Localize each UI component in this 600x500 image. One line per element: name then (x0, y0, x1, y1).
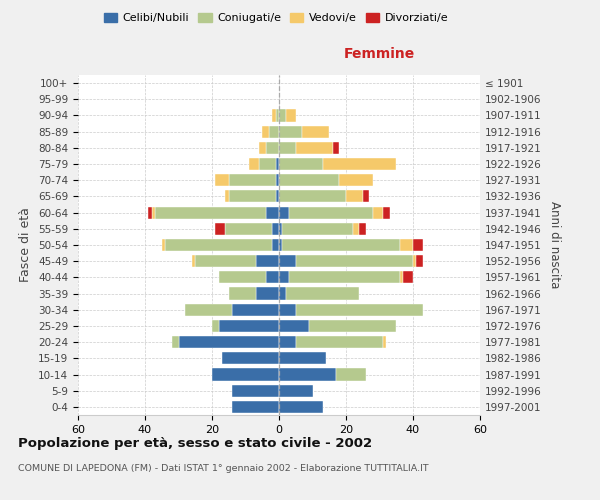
Bar (269, 126, 279, 138)
Bar (222, 352, 279, 364)
Bar (272, 239, 279, 251)
Bar (262, 126, 269, 138)
Bar (272, 110, 275, 122)
Bar (218, 320, 279, 332)
Bar (259, 158, 275, 170)
Bar (279, 336, 296, 348)
Bar (226, 222, 272, 235)
Bar (229, 288, 256, 300)
Bar (340, 174, 373, 186)
Bar (400, 239, 413, 251)
Bar (215, 222, 226, 235)
Bar (279, 401, 323, 413)
Bar (148, 206, 152, 218)
Bar (215, 174, 229, 186)
Bar (359, 222, 366, 235)
Bar (383, 336, 386, 348)
Bar (286, 288, 359, 300)
Bar (289, 206, 373, 218)
Bar (279, 142, 296, 154)
Bar (279, 126, 302, 138)
Bar (266, 142, 279, 154)
Bar (279, 158, 323, 170)
Bar (289, 272, 400, 283)
Bar (279, 239, 283, 251)
Bar (162, 239, 165, 251)
Bar (275, 158, 279, 170)
Bar (249, 158, 259, 170)
Bar (296, 142, 332, 154)
Bar (275, 190, 279, 202)
Bar (172, 336, 179, 348)
Bar (179, 336, 279, 348)
Bar (323, 158, 396, 170)
Bar (413, 255, 416, 268)
Bar (155, 206, 266, 218)
Bar (266, 272, 279, 283)
Bar (256, 288, 279, 300)
Bar (400, 272, 403, 283)
Bar (279, 384, 313, 397)
Bar (259, 142, 266, 154)
Bar (232, 401, 279, 413)
Bar (152, 206, 155, 218)
Bar (229, 174, 275, 186)
Bar (279, 222, 283, 235)
Bar (296, 304, 423, 316)
Text: Popolazione per età, sesso e stato civile - 2002: Popolazione per età, sesso e stato civil… (18, 438, 372, 450)
Bar (212, 320, 218, 332)
Bar (332, 142, 340, 154)
Bar (336, 368, 366, 380)
Bar (279, 304, 296, 316)
Bar (383, 206, 389, 218)
Bar (279, 110, 286, 122)
Bar (279, 255, 296, 268)
Bar (373, 206, 383, 218)
Bar (195, 255, 256, 268)
Bar (232, 384, 279, 397)
Bar (165, 239, 272, 251)
Bar (275, 110, 279, 122)
Bar (212, 368, 279, 380)
Legend: Celibi/Nubili, Coniugati/e, Vedovi/e, Divorziati/e: Celibi/Nubili, Coniugati/e, Vedovi/e, Di… (100, 8, 452, 28)
Bar (272, 222, 279, 235)
Bar (219, 272, 266, 283)
Bar (229, 190, 275, 202)
Bar (296, 336, 383, 348)
Bar (296, 255, 413, 268)
Bar (279, 368, 336, 380)
Bar (279, 288, 286, 300)
Bar (302, 126, 329, 138)
Bar (286, 110, 296, 122)
Bar (279, 272, 289, 283)
Bar (279, 190, 346, 202)
Bar (279, 206, 289, 218)
Bar (353, 222, 359, 235)
Bar (226, 190, 229, 202)
Bar (309, 320, 396, 332)
Bar (279, 352, 326, 364)
Bar (283, 239, 400, 251)
Bar (279, 320, 309, 332)
Y-axis label: Fasce di età: Fasce di età (19, 208, 32, 282)
Bar (185, 304, 232, 316)
Bar (363, 190, 370, 202)
Y-axis label: Anni di nascita: Anni di nascita (548, 202, 561, 288)
Bar (256, 255, 279, 268)
Bar (275, 174, 279, 186)
Bar (266, 206, 279, 218)
Text: COMUNE DI LAPEDONA (FM) - Dati ISTAT 1° gennaio 2002 - Elaborazione TUTTITALIA.I: COMUNE DI LAPEDONA (FM) - Dati ISTAT 1° … (18, 464, 428, 473)
Bar (279, 174, 340, 186)
Bar (232, 304, 279, 316)
Bar (403, 272, 413, 283)
Bar (346, 190, 363, 202)
Bar (283, 222, 353, 235)
Bar (413, 239, 423, 251)
Text: Femmine: Femmine (344, 48, 415, 62)
Bar (416, 255, 423, 268)
Bar (192, 255, 195, 268)
